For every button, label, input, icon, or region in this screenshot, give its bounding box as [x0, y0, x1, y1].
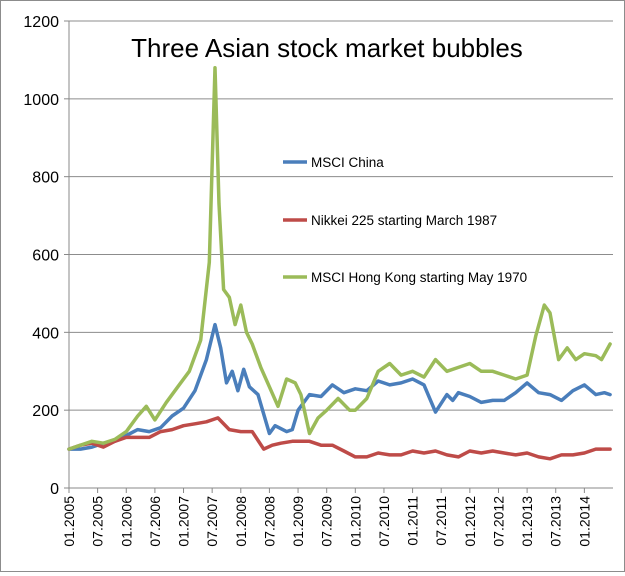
x-tick-label: 07.2011 [433, 496, 449, 546]
legend-label: MSCI China [311, 155, 384, 170]
x-tick-label: 01.2013 [519, 496, 535, 547]
legend: MSCI China Nikkei 225 starting March 1987… [283, 155, 527, 285]
series-line-1 [67, 322, 612, 451]
x-tick-label: 07.2009 [319, 496, 335, 547]
chart-title: Three Asian stock market bubbles [131, 33, 523, 63]
x-tick-label: 07.2006 [147, 496, 163, 547]
y-tick-label: 0 [50, 481, 59, 498]
legend-label: MSCI Hong Kong starting May 1970 [311, 270, 527, 285]
grid-lines [69, 20, 613, 411]
x-tick-label: 01.2007 [176, 496, 192, 547]
x-tick-label: 01.2011 [405, 496, 421, 546]
y-tick-label: 200 [32, 403, 59, 420]
series-line-3 [67, 65, 612, 451]
x-tick-label: 07.2012 [490, 496, 506, 547]
x-tick-label: 01.2009 [290, 496, 306, 547]
y-tick-label: 600 [32, 248, 59, 265]
y-tick-label: 1000 [23, 92, 59, 109]
y-axis-ticks: 0 200 400 600 800 1000 1200 [23, 14, 69, 498]
y-tick-label: 800 [32, 170, 59, 187]
legend-label: Nikkei 225 starting March 1987 [311, 213, 497, 228]
y-tick-label: 400 [32, 325, 59, 342]
x-tick-label: 01.2008 [233, 496, 249, 547]
x-tick-label: 01.2005 [61, 496, 77, 547]
x-tick-label: 01.2014 [576, 496, 592, 547]
x-tick-label: 07.2005 [90, 496, 106, 547]
series-line-2 [67, 416, 612, 461]
x-tick-label: 07.2010 [376, 496, 392, 547]
x-tick-label: 01.2012 [462, 496, 478, 547]
x-tick-label: 07.2013 [548, 496, 564, 547]
x-axis-ticks: 01.2005 07.2005 01.2006 07.2006 01.2007 07.20… [61, 488, 592, 547]
x-tick-label: 07.2008 [261, 496, 277, 547]
x-tick-label: 07.2007 [204, 496, 220, 547]
series-lines [67, 65, 612, 461]
y-tick-label: 1200 [23, 14, 59, 31]
x-tick-label: 01.2010 [347, 496, 363, 547]
x-tick-label: 01.2006 [118, 496, 134, 547]
